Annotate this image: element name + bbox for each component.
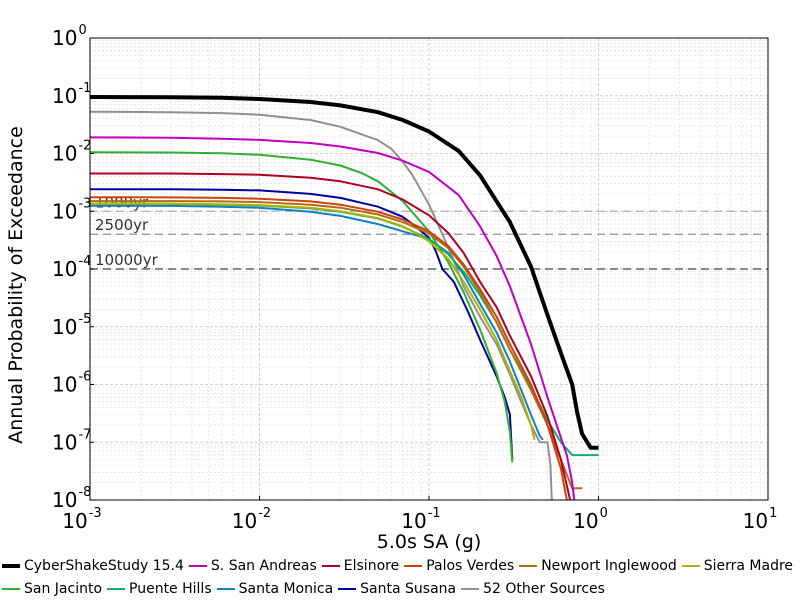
legend-item: Elsinore xyxy=(321,558,400,574)
legend-item: Puente Hills xyxy=(107,581,212,597)
legend-item: Palos Verdes xyxy=(404,558,514,574)
legend-label: S. San Andreas xyxy=(210,558,317,574)
x-tick-label: 100 xyxy=(573,506,608,533)
legend-swatch xyxy=(404,565,423,567)
legend-label: Santa Susana xyxy=(360,581,457,597)
legend-label: Santa Monica xyxy=(238,581,334,597)
y-tick-label: 100 xyxy=(52,23,87,50)
legend-item: Sierra Madre xyxy=(681,558,794,574)
legend-swatch xyxy=(2,588,20,590)
y-tick-label: 10-6 xyxy=(52,370,91,397)
legend-label: Newport Inglewood xyxy=(541,558,677,574)
legend-swatch xyxy=(321,565,340,567)
legend-label: Elsinore xyxy=(343,558,400,574)
legend-swatch xyxy=(338,588,357,590)
x-axis-ticks: 10-3 10-2 10-1 100 101 xyxy=(62,496,777,533)
y-axis-title: Annual Probability of Exceedance xyxy=(5,126,27,444)
legend-item: 52 Other Sources xyxy=(461,581,605,597)
series-line xyxy=(90,202,536,441)
series-line xyxy=(89,136,576,501)
legend-swatch xyxy=(107,588,126,590)
legend-swatch xyxy=(681,565,700,567)
y-tick-label: 10-1 xyxy=(52,81,91,108)
series-line xyxy=(89,151,514,463)
legend-label: 52 Other Sources xyxy=(483,581,605,597)
legend-swatch xyxy=(188,565,207,567)
legend-label: Sierra Madre xyxy=(703,558,794,574)
x-tick-label: 10-1 xyxy=(401,506,440,533)
return-period-label: 2500yr xyxy=(95,216,149,234)
legend-swatch xyxy=(461,588,480,590)
x-axis-title: 5.0s SA (g) xyxy=(377,531,482,553)
legend-swatch xyxy=(216,588,235,590)
series-line xyxy=(89,95,599,450)
legend-item: Santa Susana xyxy=(338,581,456,597)
y-axis-ticks: 10-8 10-7 10-6 10-5 10-4 10-3 10-2 10-1 100 xyxy=(52,23,94,512)
y-tick-label: 10-3 xyxy=(52,196,91,223)
series-line xyxy=(90,172,572,501)
series-line xyxy=(89,110,553,501)
legend-label: San Jacinto xyxy=(24,581,103,597)
legend-label: Palos Verdes xyxy=(426,558,515,574)
legend-swatch xyxy=(519,565,538,567)
x-tick-label: 10-2 xyxy=(232,506,271,533)
x-tick-label: 101 xyxy=(743,506,778,533)
legend-label: Puente Hills xyxy=(129,581,212,597)
legend-item: S. San Andreas xyxy=(188,558,317,574)
legend-label: CyberShakeStudy 15.4 xyxy=(24,558,184,574)
y-tick-label: 10-8 xyxy=(52,485,91,512)
legend-item: Newport Inglewood xyxy=(519,558,677,574)
return-period-label: 10000yr xyxy=(95,251,159,269)
legend-item: CyberShakeStudy 15.4 xyxy=(2,558,184,574)
y-tick-label: 10-7 xyxy=(52,427,91,454)
y-tick-label: 10-5 xyxy=(52,312,91,339)
legend-row-2: San Jacinto Puente Hills Santa Monica Santa… xyxy=(2,579,610,599)
legend-item: San Jacinto xyxy=(2,581,102,597)
legend-row-1: CyberShakeStudy 15.4 S. San Andreas Elsino… xyxy=(2,556,798,576)
series-line xyxy=(89,196,568,501)
chart-legend: CyberShakeStudy 15.4 S. San Andreas Elsino… xyxy=(0,554,800,600)
legend-swatch xyxy=(2,564,20,568)
return-period-label: 1000yr xyxy=(95,193,149,211)
y-tick-label: 10-2 xyxy=(52,139,91,166)
y-tick-label: 10-4 xyxy=(52,254,91,281)
legend-item: Santa Monica xyxy=(216,581,334,597)
series-layer xyxy=(89,95,599,501)
